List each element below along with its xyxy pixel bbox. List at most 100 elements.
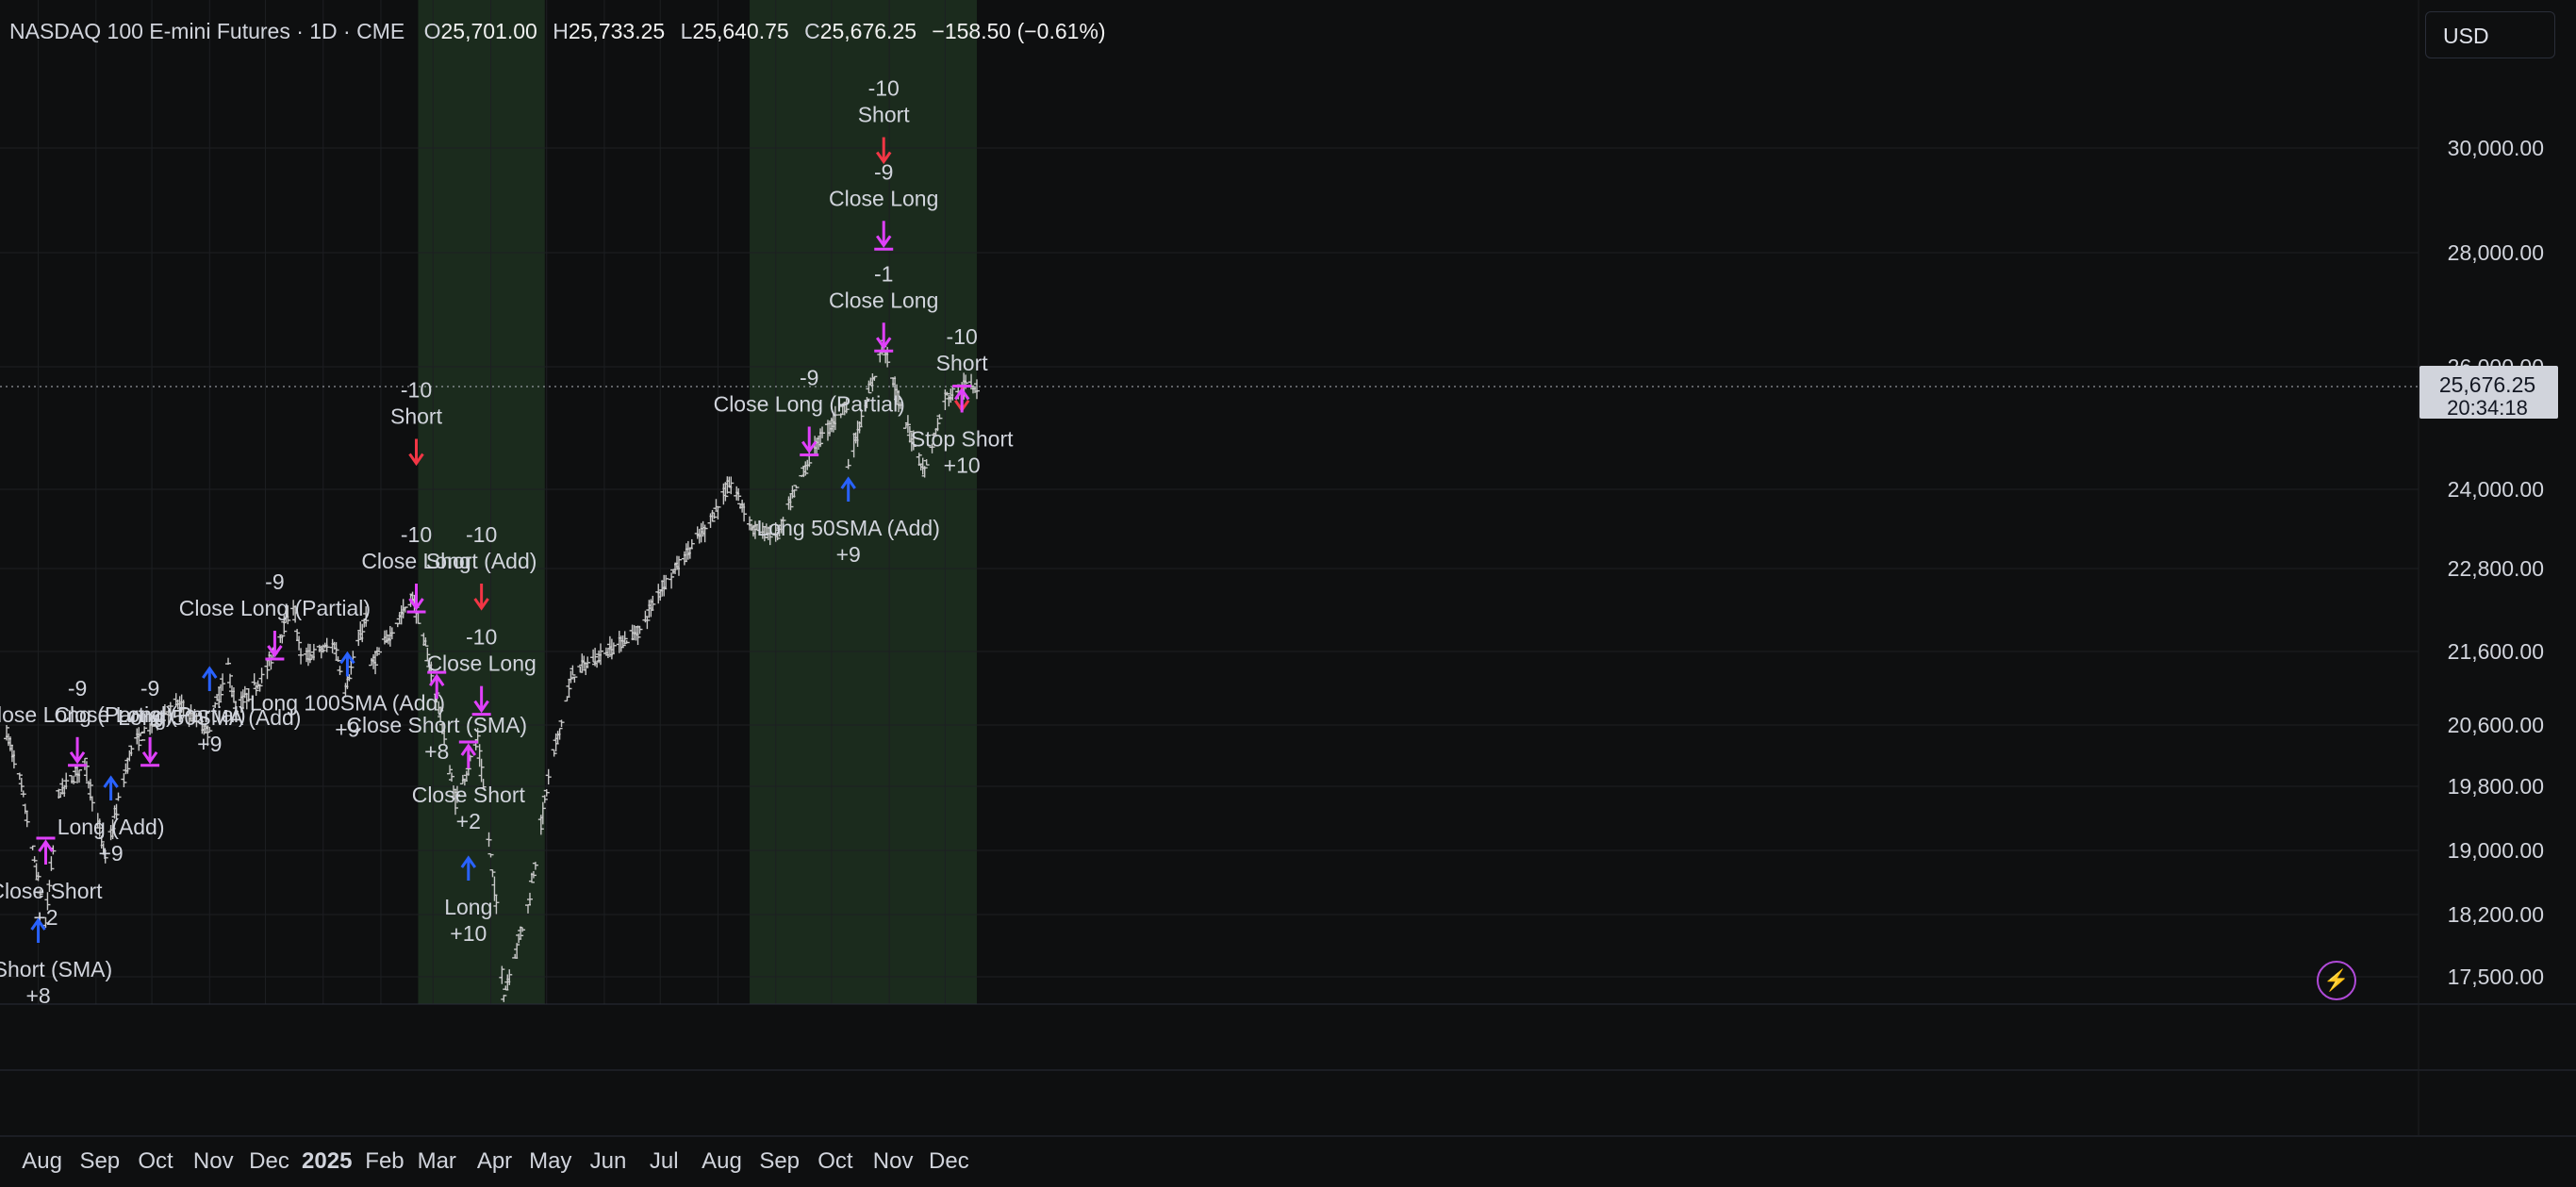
ohlc-bar xyxy=(76,769,83,783)
ohlc-bar xyxy=(973,379,980,400)
up-arrow-icon xyxy=(38,839,54,852)
trade-marker: Stop Short+10 xyxy=(911,385,1014,478)
x-tick-label: Jul xyxy=(650,1148,679,1174)
ohlc-bar xyxy=(121,773,127,788)
ohlc-bar xyxy=(24,811,30,828)
ohlc-bar xyxy=(225,657,232,666)
ohlc-bar xyxy=(115,792,122,801)
ohlc-bar xyxy=(10,750,17,769)
ohlc-bar xyxy=(702,524,708,543)
ohlc-bar xyxy=(817,428,824,448)
x-tick-label: Mar xyxy=(418,1148,456,1174)
trade-marker: Long 50SMA (Add)+9 xyxy=(757,476,940,567)
ohlc-bar xyxy=(793,485,800,489)
ohlc-bar xyxy=(543,789,550,797)
ohlc-bar xyxy=(449,772,455,783)
trade-label-line: +9 xyxy=(335,717,359,741)
trade-label-line: -9 xyxy=(874,159,893,184)
ohlc-bar xyxy=(503,985,509,991)
ohlc-bar xyxy=(728,476,735,495)
trade-marker: Long 100SMA (Add)+9 xyxy=(250,651,445,741)
trade-label-line: Stop Short xyxy=(911,427,1014,452)
trade-label-line: +8 xyxy=(25,983,50,1008)
lightning-icon[interactable]: ⚡ xyxy=(2317,961,2356,1000)
x-tick-label: Nov xyxy=(193,1148,234,1174)
ohlc-bar xyxy=(218,684,224,701)
ohlc-bar xyxy=(44,892,51,911)
currency-selector[interactable]: USD xyxy=(2425,11,2555,58)
ohlc-bar xyxy=(227,673,233,688)
ohlc-bar xyxy=(910,430,916,451)
down-arrow-icon xyxy=(141,750,158,765)
ohlc-bar xyxy=(333,642,339,660)
down-arrow-icon xyxy=(875,337,892,350)
ohlc-bar xyxy=(323,637,330,652)
symbol-title[interactable]: NASDAQ 100 E-mini Futures · 1D · CME xyxy=(9,19,405,43)
low-value: 25,640.75 xyxy=(692,19,789,43)
ohlc-bar xyxy=(422,637,429,647)
trade-marker: Close Short+2 xyxy=(412,740,525,833)
ohlc-bar xyxy=(711,512,718,519)
trade-marker: Close Short (SMA)+8 xyxy=(346,670,527,764)
ohlc-bar xyxy=(141,726,148,734)
x-tick-label: Nov xyxy=(873,1148,914,1174)
ohlc-bar xyxy=(585,656,591,668)
ohlc-bar xyxy=(551,749,557,757)
ohlc-bar xyxy=(866,380,872,394)
ohlc-bar xyxy=(843,398,850,414)
ohlc-bar xyxy=(89,796,95,812)
y-tick-label: 17,500.00 xyxy=(2448,964,2544,989)
ohlc-bar xyxy=(541,795,548,803)
trade-label-line: -9 xyxy=(68,676,87,701)
ohlc-bar xyxy=(4,724,9,741)
ohlc-bar xyxy=(454,785,460,803)
ohlc-bar xyxy=(545,768,552,785)
trade-label-line: -10 xyxy=(947,324,978,349)
down-arrow-icon xyxy=(408,453,424,467)
up-arrow-icon xyxy=(428,673,445,686)
ohlc-bar xyxy=(715,506,721,519)
ohlc-bar xyxy=(556,727,563,740)
x-tick-label: Sep xyxy=(79,1148,120,1174)
ohlc-bar xyxy=(165,709,172,724)
ohlc-bar xyxy=(279,634,286,644)
trade-label-line: -1 xyxy=(874,261,893,286)
ohlc-bar xyxy=(220,673,226,691)
ohlc-bar xyxy=(929,443,935,453)
trade-label-line: Short xyxy=(936,351,989,375)
ohlc-bar xyxy=(837,413,844,419)
ohlc-bar xyxy=(415,611,421,624)
ohlc-bar xyxy=(553,733,559,752)
ohlc-bar xyxy=(493,894,500,915)
ohlc-bar xyxy=(767,525,773,546)
trade-label-line: Long 50SMA (Add) xyxy=(118,705,301,730)
up-arrow-icon xyxy=(460,855,477,868)
ohlc-bar xyxy=(949,386,956,401)
ohlc-bar xyxy=(921,466,928,478)
ohlc-bar xyxy=(35,871,41,882)
ohlc-bar xyxy=(780,517,786,525)
trade-label-line: Long 50SMA (Add) xyxy=(757,516,940,540)
ohlc-bar xyxy=(724,476,731,494)
ohlc-bar xyxy=(663,574,669,589)
trade-label-line: -9 xyxy=(800,366,818,390)
ohlc-bar xyxy=(188,704,194,721)
ohlc-bar xyxy=(802,461,809,476)
price-tag-bg xyxy=(2419,366,2558,420)
ohlc-bar xyxy=(845,458,851,470)
ohlc-bar xyxy=(388,627,395,640)
ohlc-bar xyxy=(623,640,630,644)
ohlc-bar xyxy=(489,868,496,878)
y-tick-label: 22,800.00 xyxy=(2448,556,2544,581)
up-arrow-icon xyxy=(202,666,218,679)
trade-label-line: Close Short xyxy=(0,879,103,903)
price-tag-value: 25,676.25 xyxy=(2439,372,2535,397)
ohlc-bar xyxy=(232,701,239,717)
ohlc-bar xyxy=(212,701,219,708)
trade-marker: Long+10 xyxy=(444,855,492,946)
